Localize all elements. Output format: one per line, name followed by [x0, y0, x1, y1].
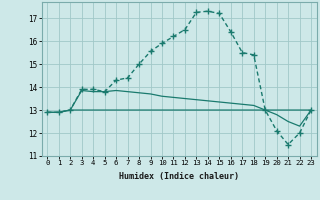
X-axis label: Humidex (Indice chaleur): Humidex (Indice chaleur)	[119, 172, 239, 181]
